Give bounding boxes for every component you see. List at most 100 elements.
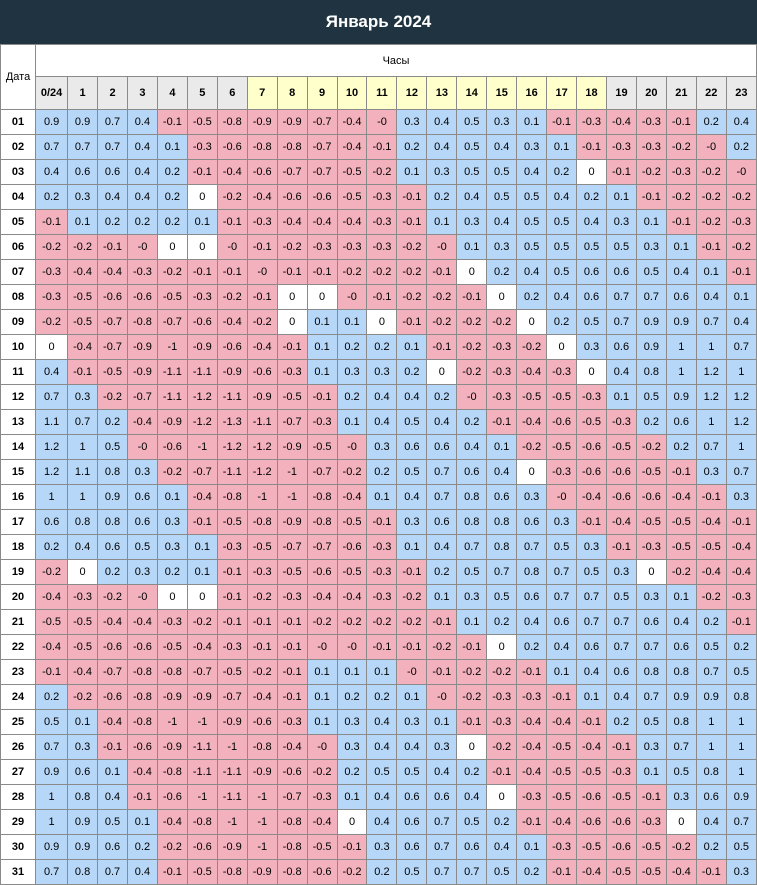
value-cell: -0.8	[186, 809, 218, 835]
value-cell: 0.5	[456, 809, 488, 835]
value-cell: 0.1	[486, 434, 518, 460]
value-cell: 0.7	[605, 284, 637, 310]
value-cell: -0.7	[276, 534, 308, 560]
value-cell: -1	[186, 434, 218, 460]
value-cell: 0.3	[605, 559, 637, 585]
date-cell: 09	[0, 309, 37, 335]
value-cell: 0	[156, 584, 188, 610]
date-cell: 22	[0, 634, 37, 660]
value-cell: -0.2	[336, 859, 368, 885]
value-cell: -0.3	[67, 584, 99, 610]
date-cell: 05	[0, 209, 37, 235]
value-cell: -0.4	[246, 184, 278, 210]
value-cell: -0.1	[635, 184, 667, 210]
value-cell: 0.7	[695, 309, 727, 335]
value-cell: 0	[186, 184, 218, 210]
value-cell: 0.2	[396, 134, 428, 160]
value-cell: 0.3	[456, 209, 488, 235]
value-cell: -0.5	[516, 384, 548, 410]
value-cell: -0.2	[156, 834, 188, 860]
value-cell: 0.1	[456, 234, 488, 260]
value-cell: -0.2	[186, 609, 218, 635]
value-cell: -0.8	[216, 484, 248, 510]
value-cell: -0.5	[546, 434, 578, 460]
value-cell: 0.8	[665, 659, 697, 685]
value-cell: 0.2	[546, 309, 578, 335]
value-cell: 0	[306, 284, 338, 310]
value-cell: -0.1	[306, 384, 338, 410]
value-cell: 0.3	[576, 534, 607, 560]
value-cell: 0.7	[725, 459, 757, 485]
value-cell: -0.1	[276, 609, 308, 635]
value-cell: -0.5	[605, 784, 637, 810]
table-row: 02 0.7 0.7 0.7 0.4 0.1 -0.3 -0.6 -0.8 -0.8 -0.7 -0.…	[0, 134, 757, 160]
value-cell: -0.8	[276, 859, 308, 885]
value-cell: -0.6	[216, 334, 248, 360]
value-cell: 0.4	[366, 784, 398, 810]
value-cell: 0.7	[576, 609, 607, 635]
value-cell: -0.5	[276, 384, 308, 410]
value-cell: 0	[486, 784, 518, 810]
value-cell: -0.8	[126, 684, 158, 710]
value-cell: 0.2	[516, 284, 548, 310]
value-cell: -0.6	[97, 634, 128, 660]
table-row: 09 -0.2 -0.5 -0.7 -0.8 -0.7 -0.6 -0.4 -0.2 0 0.1 0.…	[0, 309, 757, 335]
value-cell: 0.3	[516, 134, 548, 160]
value-cell: 0.5	[516, 184, 548, 210]
table-row: 17 0.6 0.8 0.8 0.6 0.3 -0.1 -0.5 -0.8 -0.9 -0.8 -0.…	[0, 509, 757, 535]
value-cell: 0.5	[396, 759, 428, 785]
value-cell: -0.4	[516, 759, 548, 785]
value-cell: -0.2	[456, 334, 488, 360]
date-cell: 28	[0, 784, 37, 810]
value-cell: -1	[276, 484, 308, 510]
value-cell: 0.2	[546, 159, 578, 185]
value-cell: 0.9	[635, 334, 667, 360]
hour-header-row: 0/24 1 2 3 4 5 6 7 8 9 10 11 12 13 14 15 16 17 18 19 20 21 22 2…	[1, 76, 757, 110]
value-cell: 0.7	[426, 809, 458, 835]
value-cell: 0.3	[336, 709, 368, 735]
value-cell: -0.5	[67, 284, 99, 310]
value-cell: -0.2	[456, 659, 488, 685]
hour-header-10: 10	[336, 76, 368, 110]
value-cell: -0.3	[336, 234, 368, 260]
value-cell: -1	[156, 709, 188, 735]
value-cell: 0.6	[426, 509, 458, 535]
value-cell: -0.8	[246, 509, 278, 535]
value-cell: -0.4	[336, 209, 368, 235]
value-cell: 0.5	[605, 234, 637, 260]
value-cell: -0.6	[605, 834, 637, 860]
value-cell: 0.2	[396, 359, 428, 385]
hour-header-8: 8	[276, 76, 308, 110]
value-cell: 0.1	[306, 709, 338, 735]
value-cell: 0.3	[576, 334, 607, 360]
value-cell: -0.9	[276, 434, 308, 460]
value-cell: -0.1	[456, 284, 488, 310]
value-cell: -1.1	[216, 784, 248, 810]
value-cell: 0	[665, 809, 697, 835]
value-cell: -0.2	[336, 459, 368, 485]
value-cell: 0	[336, 809, 368, 835]
value-cell: -1	[216, 734, 248, 760]
value-cell: 0.4	[486, 134, 518, 160]
value-cell: -0.3	[276, 359, 308, 385]
value-cell: -0.5	[605, 434, 637, 460]
value-cell: 0.2	[97, 409, 128, 435]
value-cell: 0	[156, 234, 188, 260]
value-cell: 0.5	[546, 259, 578, 285]
value-cell: 0.5	[456, 559, 488, 585]
date-cell: 29	[0, 809, 37, 835]
value-cell: -0.3	[635, 809, 667, 835]
value-cell: -0.1	[486, 759, 518, 785]
value-cell: 0.4	[366, 734, 398, 760]
value-cell: -0.7	[186, 659, 218, 685]
value-cell: 0.4	[35, 359, 69, 385]
value-cell: -0.1	[306, 259, 338, 285]
value-cell: -0.3	[35, 284, 69, 310]
value-cell: 0.6	[426, 784, 458, 810]
value-cell: -0.8	[276, 134, 308, 160]
value-cell: 0.7	[695, 434, 727, 460]
value-cell: -0.6	[306, 184, 338, 210]
value-cell: 1	[725, 759, 757, 785]
table-body: 01 0.9 0.9 0.7 0.4 -0.1 -0.5 -0.8 -0.9 -0.9 -0.7 -0…	[0, 109, 757, 885]
value-cell: 0.2	[336, 334, 368, 360]
